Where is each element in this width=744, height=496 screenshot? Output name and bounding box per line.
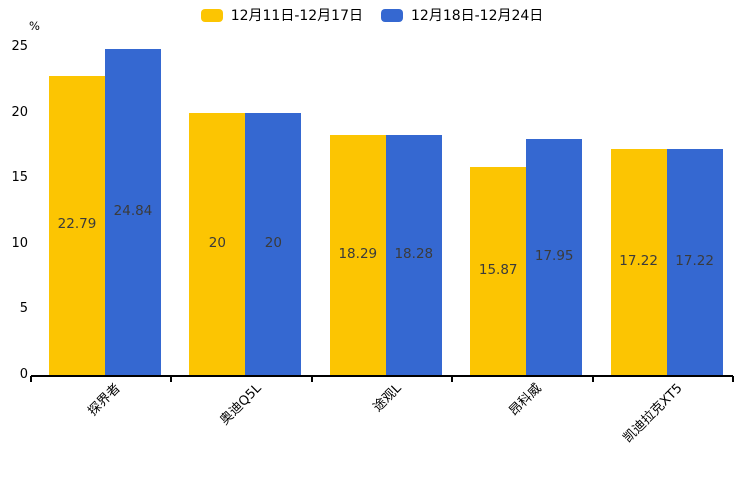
legend-item-week2[interactable]: 12月18日-12月24日 <box>381 5 543 25</box>
bar-昂科威-series1 <box>470 166 527 375</box>
x-category-label-探界者: 探界者 <box>85 381 124 420</box>
x-axis-line <box>31 375 733 377</box>
bar-凯迪拉克XT5-series2 <box>666 149 723 375</box>
x-category-label-奥迪Q5L: 奥迪Q5L <box>217 381 265 429</box>
x-axis-tick-mark <box>732 376 734 382</box>
x-category-label-途观L: 途观L <box>370 381 405 416</box>
bar-value-label: 20 <box>208 234 226 251</box>
bar-value-label: 17.22 <box>675 253 714 270</box>
x-axis-tick-mark <box>591 376 594 382</box>
bar-value-label: 18.29 <box>338 246 378 263</box>
y-tick-label-20: 20 <box>11 104 28 120</box>
legend-swatch-yellow-icon <box>200 8 223 22</box>
bar-奥迪Q5L-series1 <box>189 112 246 375</box>
x-axis-tick-mark <box>310 376 313 382</box>
x-axis-tick-mark <box>451 376 454 382</box>
bar-value-label: 24.84 <box>113 203 153 220</box>
y-axis-unit-label: % <box>29 19 40 33</box>
bar-value-label: 18.28 <box>394 246 434 263</box>
bar-凯迪拉克XT5-series1 <box>610 149 667 375</box>
legend-swatch-blue-icon <box>381 8 403 22</box>
bar-value-label: 15.87 <box>478 261 518 278</box>
bar-途观L-series2 <box>385 135 442 375</box>
bar-value-label: 17.95 <box>534 248 574 265</box>
bar-探界者-series1 <box>49 75 105 375</box>
x-axis-tick-mark <box>170 376 173 382</box>
bar-value-label: 22.79 <box>57 216 97 233</box>
bar-探界者-series2 <box>105 49 161 375</box>
legend: 12月11日-12月17日 12月18日-12月24日 <box>0 5 744 25</box>
legend-label-week1: 12月11日-12月17日 <box>230 8 363 24</box>
legend-label-week2: 12月18日-12月24日 <box>411 8 544 24</box>
bar-途观L-series1 <box>329 135 386 375</box>
bar-value-label: 17.22 <box>619 253 658 270</box>
x-category-label-凯迪拉克XT5: 凯迪拉克XT5 <box>620 381 686 446</box>
x-category-label-昂科威: 昂科威 <box>506 381 545 420</box>
bar-奥迪Q5L-series2 <box>245 112 302 375</box>
y-tick-label-5: 5 <box>19 301 28 317</box>
y-tick-label-15: 15 <box>11 170 28 186</box>
bar-value-label: 20 <box>264 234 282 251</box>
y-tick-label-25: 25 <box>11 39 28 54</box>
x-axis-tick-mark <box>30 376 32 382</box>
y-tick-label-0: 0 <box>19 367 28 382</box>
bar-昂科威-series2 <box>526 139 583 375</box>
y-tick-label-10: 10 <box>11 235 28 251</box>
legend-item-week1[interactable]: 12月11日-12月17日 <box>200 5 363 25</box>
